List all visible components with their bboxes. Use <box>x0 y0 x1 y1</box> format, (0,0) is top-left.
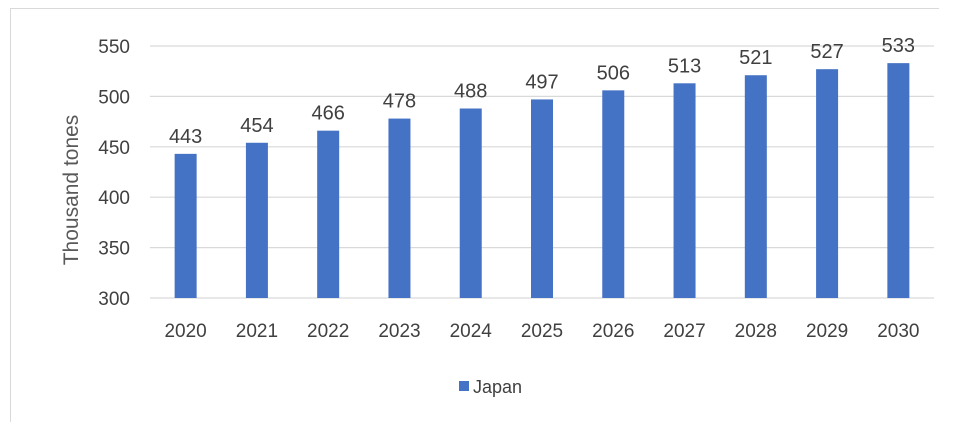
bar-2022 <box>317 130 340 298</box>
bar-2021 <box>245 142 268 298</box>
data-label-2022: 466 <box>311 103 344 125</box>
bar-2027 <box>673 83 696 299</box>
x-tick-2029: 2029 <box>806 321 848 342</box>
bar-2023 <box>388 118 411 299</box>
chart-frame <box>10 8 939 422</box>
y-tick-500: 500 <box>98 87 130 108</box>
data-label-2025: 497 <box>525 71 558 93</box>
legend-label-japan: Japan <box>473 377 522 397</box>
x-tick-2020: 2020 <box>164 321 206 342</box>
x-tick-2025: 2025 <box>521 321 563 342</box>
data-label-2023: 478 <box>383 91 416 113</box>
y-tick-400: 400 <box>98 188 130 209</box>
y-tick-450: 450 <box>98 138 130 159</box>
bar-2026 <box>602 90 625 299</box>
y-tick-550: 550 <box>98 37 130 58</box>
y-axis-title: Thousand tones <box>60 115 83 266</box>
x-tick-2030: 2030 <box>877 321 919 342</box>
data-labels: 443 454 466 478 488 497 506 513 521 527 533 <box>169 35 915 148</box>
x-tick-2023: 2023 <box>378 321 420 342</box>
bar-2020 <box>174 153 197 298</box>
x-tick-2026: 2026 <box>592 321 634 342</box>
bar-2028 <box>744 75 767 299</box>
data-label-2027: 513 <box>668 55 701 77</box>
x-axis-tick-labels: 2020 2021 2022 2023 2024 2025 2026 2027 2028 2029… <box>164 321 919 342</box>
data-label-2026: 506 <box>597 62 630 84</box>
y-tick-300: 300 <box>98 289 130 310</box>
data-label-2028: 521 <box>739 47 772 69</box>
data-label-2024: 488 <box>454 80 487 102</box>
data-label-2029: 527 <box>810 41 843 63</box>
bar-2024 <box>459 108 482 298</box>
x-tick-2027: 2027 <box>663 321 705 342</box>
legend: Japan <box>459 377 522 397</box>
bars <box>174 63 910 299</box>
y-tick-350: 350 <box>98 239 130 260</box>
x-tick-2028: 2028 <box>735 321 777 342</box>
data-label-2030: 533 <box>882 35 915 57</box>
x-tick-2022: 2022 <box>307 321 349 342</box>
bar-2025 <box>531 99 553 298</box>
x-tick-2021: 2021 <box>236 321 278 342</box>
y-axis-tick-labels: 300 350 400 450 500 550 <box>98 37 130 310</box>
x-tick-2024: 2024 <box>450 321 493 342</box>
legend-swatch-japan <box>459 381 469 391</box>
data-label-2020: 443 <box>169 126 202 148</box>
data-label-2021: 454 <box>240 115 273 137</box>
bar-2030 <box>887 63 910 298</box>
bar-2029 <box>816 69 839 299</box>
